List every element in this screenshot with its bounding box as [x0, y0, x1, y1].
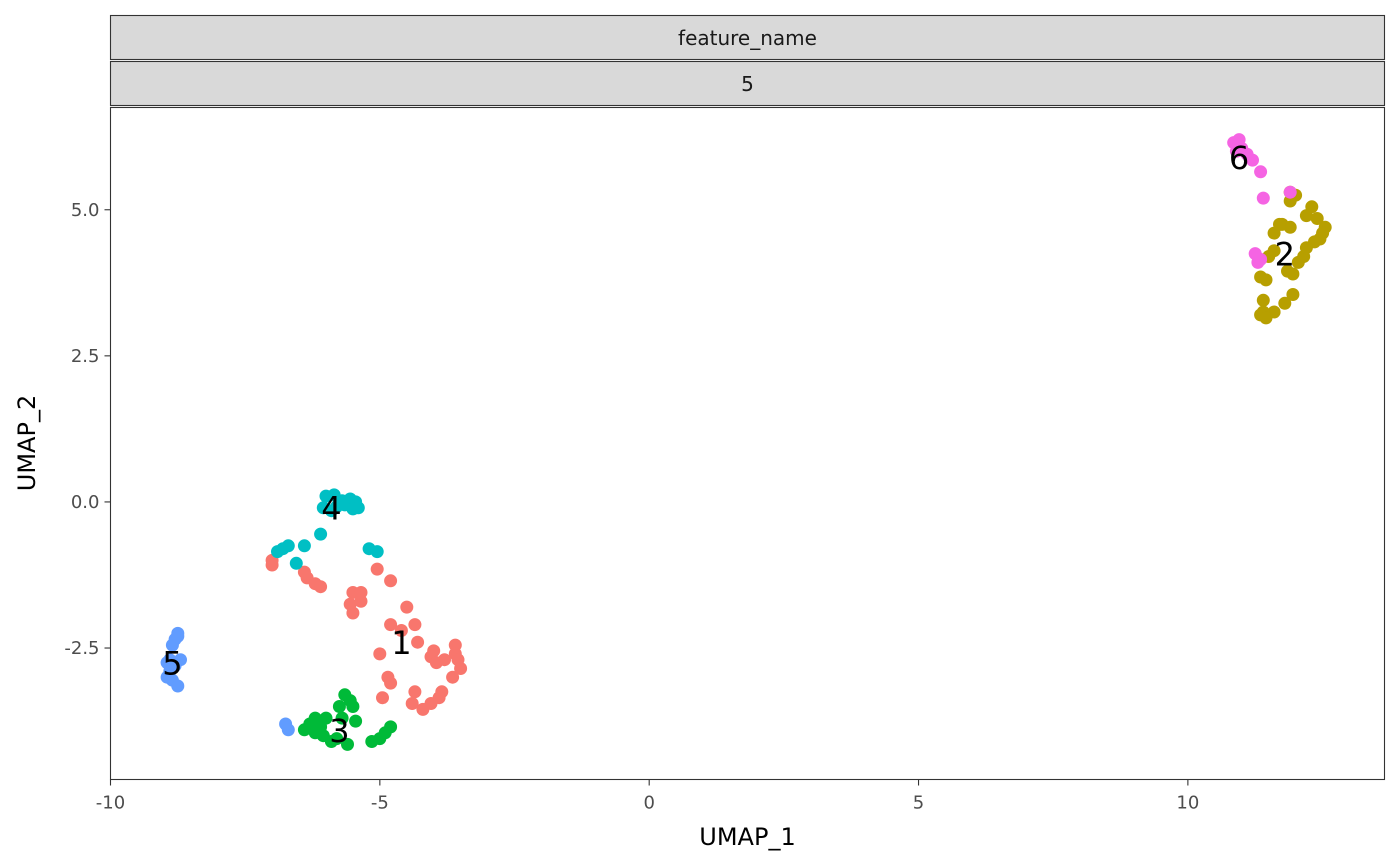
cluster-3-point: [349, 714, 363, 728]
cluster-5-label: 5: [162, 645, 182, 683]
cluster-1-point: [416, 702, 430, 716]
cluster-3-point: [335, 711, 349, 725]
cluster-1-point: [373, 647, 387, 661]
points-layer: [160, 133, 1332, 751]
cluster-3-point: [324, 735, 338, 748]
cluster-6-label: 6: [1229, 139, 1249, 177]
cluster-3-point: [308, 714, 322, 728]
cluster-4-point: [370, 545, 384, 559]
cluster-4-point: [346, 502, 360, 516]
facet-strip-feature: [109, 14, 1386, 61]
cluster-3-point: [341, 737, 354, 751]
facet-strip-value: [109, 60, 1386, 107]
cluster-1-point: [354, 594, 368, 608]
cluster-5-point: [171, 679, 185, 693]
cluster-1-point: [376, 691, 389, 705]
cluster-2-point: [1310, 212, 1324, 225]
plot-panel: [109, 106, 1386, 781]
cluster-1-point: [400, 600, 414, 614]
cluster-2-point: [1256, 293, 1270, 307]
cluster-2-point: [1299, 241, 1313, 255]
cluster-6-point: [1246, 153, 1259, 167]
cluster-5-point: [171, 629, 185, 643]
cluster-3-point: [332, 700, 346, 713]
cluster-1-point: [384, 574, 398, 588]
cluster-6-point: [1254, 165, 1268, 179]
x-axis: -10 -5 0 5 10: [96, 779, 1199, 814]
cluster-3-point: [297, 723, 311, 737]
cluster-2-point: [1299, 209, 1313, 223]
cluster-2-label: 2: [1275, 236, 1295, 274]
cluster-1-point: [265, 558, 279, 572]
facet-strips: feature_name 5: [109, 14, 1386, 107]
cluster-2-point: [1259, 311, 1273, 325]
y-tick-label: 5.0: [71, 200, 100, 221]
cluster-4-point: [271, 545, 284, 559]
x-tick-label: -10: [96, 793, 125, 814]
cluster-1-point: [394, 624, 408, 637]
cluster-2-point: [1259, 273, 1273, 287]
cluster-1-point: [411, 635, 425, 649]
cluster-2-point: [1278, 296, 1292, 310]
cluster-6-point: [1229, 144, 1243, 158]
cluster-4-point: [289, 556, 303, 570]
cluster-1-point: [408, 685, 422, 699]
cluster-5-point: [168, 659, 182, 673]
cluster-1-point: [446, 670, 460, 684]
cluster-6-point: [1254, 252, 1268, 266]
cluster-1-point: [370, 562, 384, 576]
y-tick-label: 2.5: [71, 346, 100, 367]
y-axis-title: UMAP_2: [13, 395, 41, 491]
cluster-1-label: 1: [391, 624, 411, 662]
cluster-1-point: [314, 580, 328, 594]
y-axis: -2.5 0.0 2.5 5.0: [64, 200, 111, 659]
cluster-6-point: [1256, 191, 1270, 205]
x-tick-label: -5: [371, 793, 389, 814]
cluster-1-point: [429, 656, 443, 670]
cluster-2-point: [1273, 217, 1286, 231]
cluster-1-point: [384, 618, 398, 632]
x-tick-label: 0: [643, 793, 654, 814]
cluster-1-point: [346, 606, 360, 620]
cluster-3-point: [346, 700, 360, 713]
cluster-6-point: [1283, 185, 1297, 199]
cluster-4-label: 4: [321, 490, 341, 528]
cluster-4-point: [297, 539, 311, 553]
x-axis-title: UMAP_1: [699, 823, 795, 851]
cluster-2-point: [1286, 288, 1300, 301]
facet-strip-feature-label: feature_name: [678, 26, 817, 50]
x-tick-label: 5: [913, 793, 924, 814]
cluster-1-point: [454, 662, 468, 675]
cluster-4-point: [324, 504, 338, 518]
cluster-2-point: [1291, 255, 1305, 269]
y-tick-label: 0.0: [71, 492, 100, 513]
cluster-3-label: 3: [329, 712, 349, 750]
cluster-labels: 1 2 3 4 5 6: [162, 139, 1295, 750]
cluster-3-point: [384, 720, 398, 734]
y-tick-label: -2.5: [64, 638, 99, 659]
facet-strip-value-label: 5: [741, 72, 754, 96]
cluster-1-point: [408, 618, 422, 632]
cluster-1-point: [384, 676, 398, 690]
cluster-1-point: [405, 697, 419, 710]
cluster-5-point: [281, 723, 295, 737]
cluster-2-point: [1286, 267, 1300, 281]
x-tick-label: 10: [1176, 793, 1199, 814]
cluster-4-point: [314, 527, 328, 541]
